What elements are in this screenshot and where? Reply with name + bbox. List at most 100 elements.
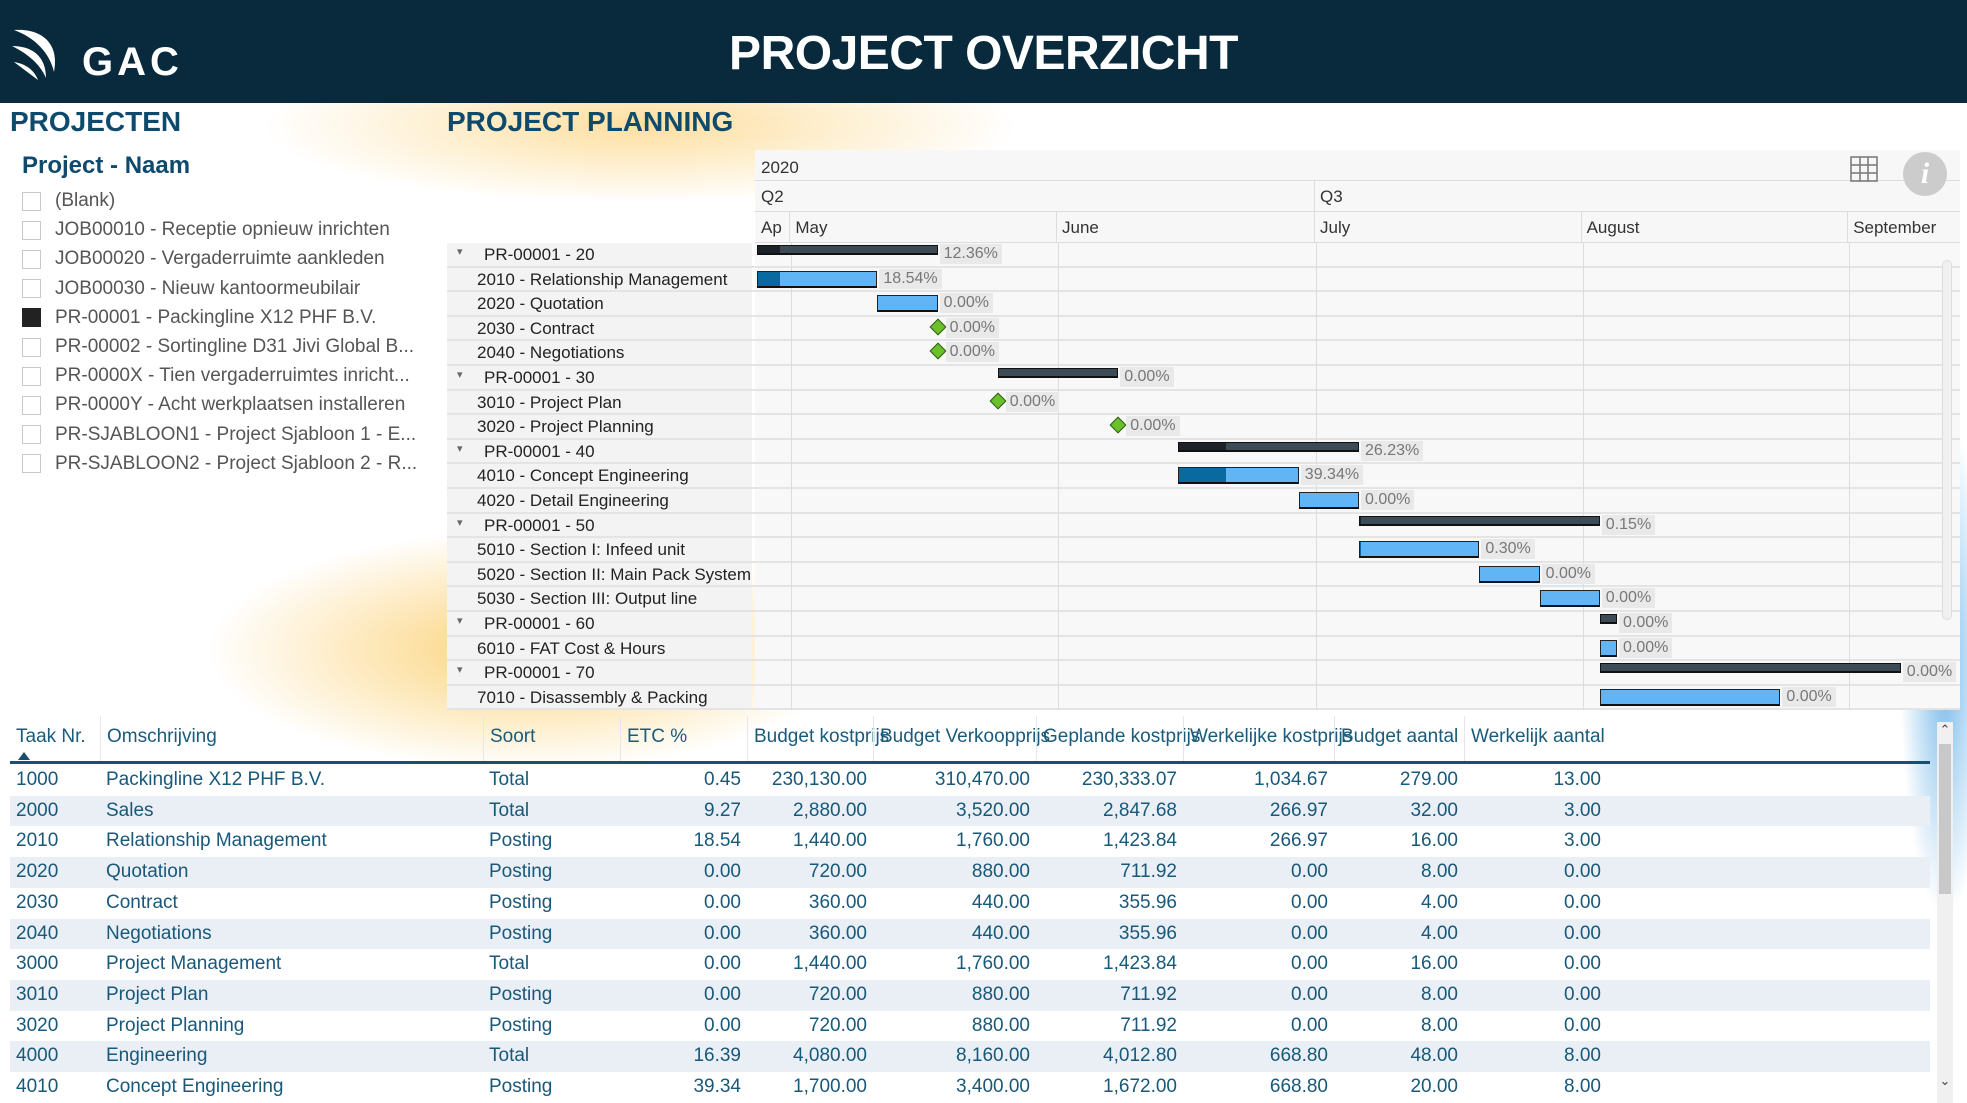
table-scrollbar[interactable]: ⌃ ⌄ (1937, 722, 1953, 1103)
gantt-task-row[interactable]: 3010 - Project Plan 0.00% (447, 390, 1960, 416)
slicer-item[interactable]: PR-SJABLOON1 - Project Sjabloon 1 - E... (22, 422, 416, 448)
checkbox[interactable] (22, 308, 41, 328)
gantt-task-row[interactable]: 2020 - Quotation 0.00% (447, 292, 1960, 317)
gantt-row-label[interactable]: ▾ PR-00001 - 50 (447, 513, 752, 537)
table-view-icon[interactable] (1849, 155, 1879, 183)
task-bar[interactable] (1539, 590, 1600, 608)
gantt-task-row[interactable]: 7010 - Disassembly & Packing 0.00% (447, 685, 1960, 711)
gantt-task-row[interactable]: 6010 - FAT Cost & Hours 0.00% (447, 636, 1960, 662)
column-header[interactable]: Budget aantal (1334, 716, 1464, 762)
table-row[interactable]: 4010 Concept Engineering Posting 39.34 1,700… (10, 1072, 1930, 1103)
table-row[interactable]: 3000 Project Management Total 0.00 1,440.00 1… (10, 949, 1930, 980)
checkbox[interactable] (22, 395, 41, 415)
checkbox[interactable] (22, 220, 41, 240)
column-header[interactable]: Taak Nr. (16, 726, 86, 747)
gantt-row-label[interactable]: 2030 - Contract (447, 316, 752, 340)
gantt-group-row[interactable]: ▾ PR-00001 - 30 0.00% (447, 366, 1960, 391)
gantt-group-row[interactable]: ▾ PR-00001 - 50 0.15% (447, 513, 1960, 539)
gantt-row-label[interactable]: 6010 - FAT Cost & Hours (447, 636, 752, 660)
table-row[interactable]: 3020 Project Planning Posting 0.00 720.00 880… (10, 1011, 1930, 1042)
table-row[interactable]: 1000 Packingline X12 PHF B.V. Total 0.45 230… (10, 765, 1930, 796)
checkbox[interactable] (22, 425, 41, 445)
column-header[interactable]: ETC % (620, 716, 747, 762)
table-row[interactable]: 3010 Project Plan Posting 0.00 720.00 880.00 7… (10, 979, 1930, 1011)
task-bar[interactable] (1178, 467, 1299, 485)
gantt-row-label[interactable]: ▾ PR-00001 - 20 (447, 243, 752, 266)
table-row[interactable]: 2030 Contract Posting 0.00 360.00 440.00 355.9… (10, 888, 1930, 919)
column-header[interactable]: Soort (483, 716, 620, 762)
gantt-task-row[interactable]: 2040 - Negotiations 0.00% (447, 341, 1960, 366)
gantt-row-label[interactable]: 4020 - Detail Engineering (447, 489, 752, 512)
gantt-row-label[interactable]: 5030 - Section III: Output line (447, 587, 752, 610)
gantt-row-label[interactable]: ▾ PR-00001 - 30 (447, 366, 752, 389)
gantt-row-label[interactable]: ▾ PR-00001 - 40 (447, 439, 752, 463)
gantt-row-label[interactable]: 2040 - Negotiations (447, 341, 752, 364)
sort-ascending-icon[interactable] (18, 752, 30, 760)
slicer-item[interactable]: PR-SJABLOON2 - Project Sjabloon 2 - R... (22, 451, 417, 477)
column-header[interactable]: Werkelijk aantal (1464, 716, 1607, 762)
slicer-item[interactable]: JOB00030 - Nieuw kantoormeubilair (22, 276, 360, 302)
slicer-item[interactable]: (Blank) (22, 188, 115, 214)
table-row[interactable]: 4000 Engineering Total 16.39 4,080.00 8,160.0… (10, 1041, 1930, 1072)
task-bar[interactable] (1359, 541, 1480, 559)
table-row[interactable]: 2020 Quotation Posting 0.00 720.00 880.00 711.… (10, 857, 1930, 888)
gantt-row-label[interactable]: 2020 - Quotation (447, 292, 752, 315)
table-row[interactable]: 2000 Sales Total 9.27 2,880.00 3,520.00 2,847.… (10, 795, 1930, 827)
checkbox[interactable] (22, 337, 41, 357)
column-header[interactable]: Budget Verkoopprijs (873, 716, 1050, 762)
expand-triangle-icon[interactable]: ▾ (457, 615, 463, 627)
expand-triangle-icon[interactable]: ▾ (457, 516, 463, 529)
summary-bar[interactable] (1359, 515, 1600, 526)
gantt-row-label[interactable]: 3010 - Project Plan (447, 390, 752, 414)
gantt-task-row[interactable]: 2030 - Contract 0.00% (447, 316, 1960, 342)
task-bar[interactable] (1479, 565, 1540, 583)
gantt-row-label[interactable]: 7010 - Disassembly & Packing (447, 685, 752, 709)
checkbox[interactable] (22, 191, 41, 211)
checkbox[interactable] (22, 454, 41, 474)
task-bar[interactable] (1599, 639, 1617, 657)
gantt-scrollbar[interactable] (1942, 260, 1952, 620)
column-header[interactable]: Werkelijke kostprijs (1183, 716, 1352, 762)
scrollbar-thumb[interactable] (1939, 744, 1951, 894)
summary-bar[interactable] (757, 245, 938, 255)
gantt-row-label[interactable]: 2010 - Relationship Management (447, 267, 752, 291)
gantt-row-label[interactable]: ▾ PR-00001 - 60 (447, 612, 752, 635)
slicer-item[interactable]: JOB00010 - Receptie opnieuw inrichten (22, 217, 390, 243)
gantt-task-row[interactable]: 4020 - Detail Engineering 0.00% (447, 489, 1960, 514)
checkbox[interactable] (22, 249, 41, 269)
gantt-task-row[interactable]: 2010 - Relationship Management 18.54% (447, 267, 1960, 293)
slicer-item[interactable]: PR-00002 - Sortingline D31 Jivi Global B… (22, 334, 414, 360)
slicer-item[interactable]: PR-0000X - Tien vergaderruimtes inricht.… (22, 363, 410, 389)
summary-bar[interactable] (1599, 663, 1901, 674)
scroll-up-icon[interactable]: ⌃ (1939, 722, 1951, 737)
gantt-task-row[interactable]: 3020 - Project Planning 0.00% (447, 415, 1960, 440)
info-icon[interactable]: i (1903, 152, 1947, 196)
expand-triangle-icon[interactable]: ▾ (457, 246, 463, 258)
task-bar[interactable] (1298, 492, 1359, 509)
slicer-item[interactable]: JOB00020 - Vergaderruimte aankleden (22, 246, 385, 272)
gantt-task-row[interactable]: 5030 - Section III: Output line 0.00% (447, 587, 1960, 612)
summary-bar[interactable] (1599, 614, 1617, 624)
task-bar[interactable] (1599, 688, 1781, 706)
gantt-row-label[interactable]: 3020 - Project Planning (447, 415, 752, 438)
task-bar[interactable] (877, 295, 938, 313)
gantt-row-label[interactable]: 5020 - Section II: Main Pack System (447, 562, 752, 586)
summary-bar[interactable] (997, 368, 1119, 378)
gantt-group-row[interactable]: ▾ PR-00001 - 60 0.00% (447, 612, 1960, 637)
gantt-task-row[interactable]: 5010 - Section I: Infeed unit 0.30% (447, 538, 1960, 563)
checkbox[interactable] (22, 279, 41, 299)
column-header[interactable]: Budget kostprijs (747, 716, 889, 762)
gantt-task-row[interactable]: 4010 - Concept Engineering 39.34% (447, 464, 1960, 489)
expand-triangle-icon[interactable]: ▾ (457, 369, 463, 381)
column-header[interactable]: Geplande kostprijs (1036, 716, 1200, 762)
gantt-group-row[interactable]: ▾ PR-00001 - 20 12.36% (447, 243, 1960, 268)
table-row[interactable]: 2010 Relationship Management Posting 18.54 1… (10, 826, 1930, 857)
gantt-group-row[interactable]: ▾ PR-00001 - 40 26.23% (447, 439, 1960, 465)
slicer-item[interactable]: PR-00001 - Packingline X12 PHF B.V. (22, 305, 376, 331)
column-header[interactable]: Omschrijving (100, 716, 583, 762)
scroll-down-icon[interactable]: ⌄ (1939, 1073, 1951, 1088)
checkbox[interactable] (22, 366, 41, 386)
table-row[interactable]: 2040 Negotiations Posting 0.00 360.00 440.00 3… (10, 918, 1930, 950)
expand-triangle-icon[interactable]: ▾ (457, 442, 463, 455)
slicer-item[interactable]: PR-0000Y - Acht werkplaatsen installeren (22, 392, 405, 418)
